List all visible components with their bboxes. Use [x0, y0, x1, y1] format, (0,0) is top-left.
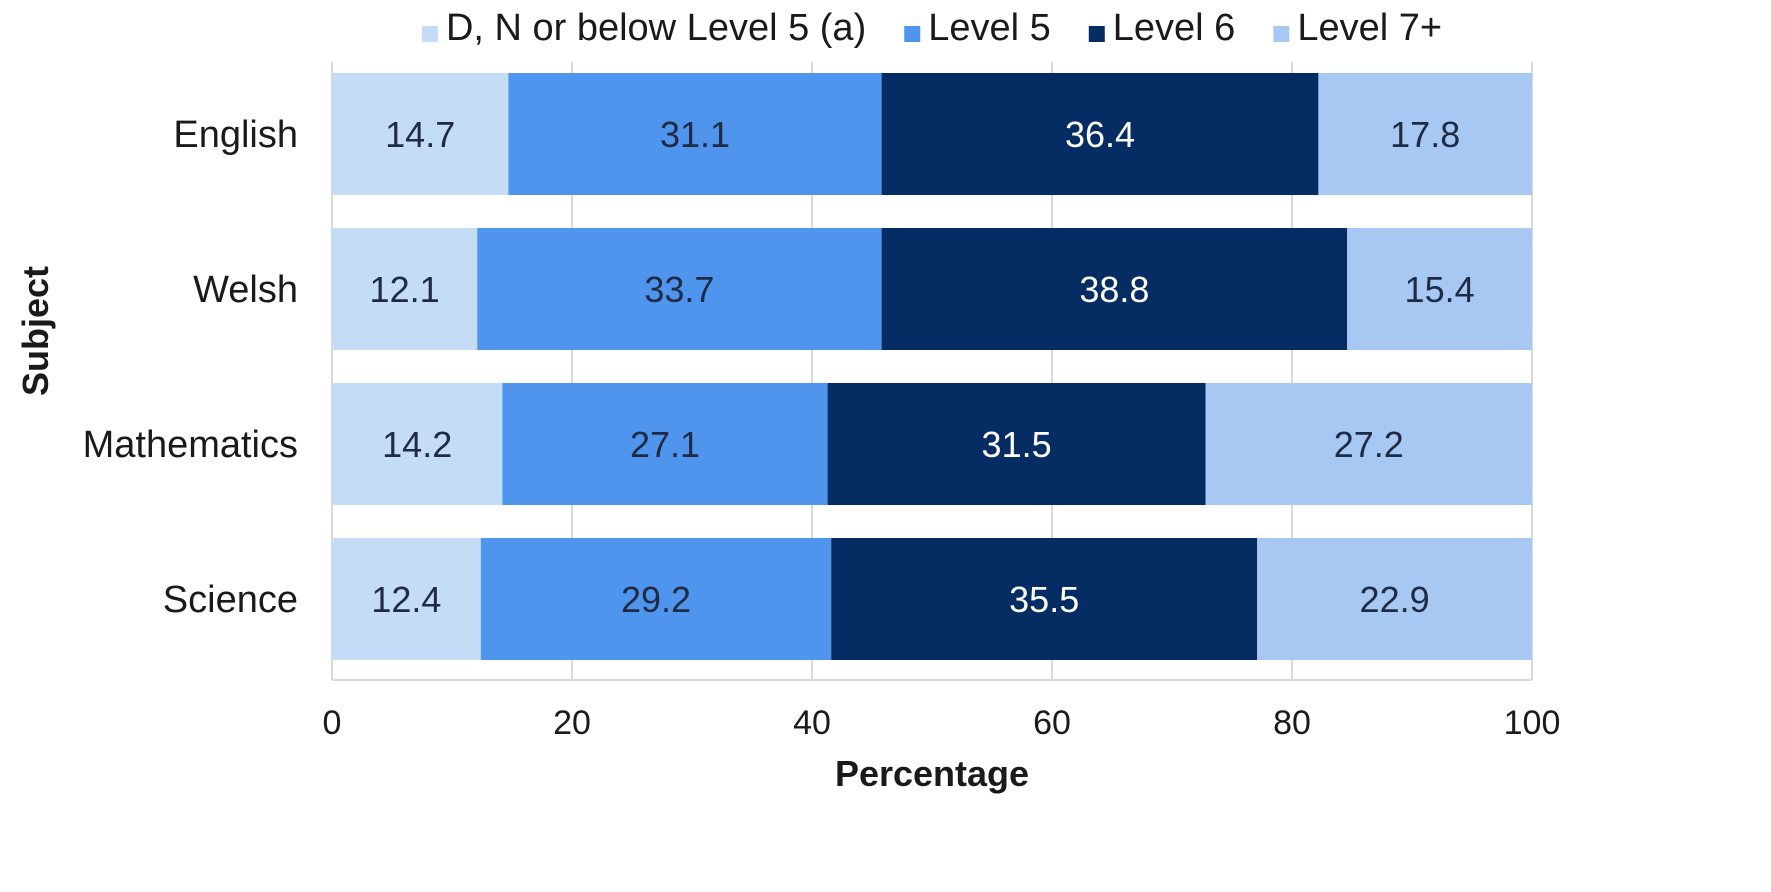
- x-tick-label-80: 80: [1273, 704, 1311, 742]
- data-label-mathematics-level-5: 27.1: [630, 424, 700, 465]
- x-tick-label-100: 100: [1504, 704, 1561, 742]
- bar-mathematics-level-7: [1205, 383, 1532, 505]
- bar-english-d-n-or-below-level-5-a: [332, 73, 509, 195]
- data-label-welsh-level-6: 38.8: [1079, 269, 1149, 310]
- bar-english-level-6: [881, 73, 1319, 195]
- category-label-english: English: [173, 114, 298, 156]
- bar-english-level-5: [508, 73, 882, 195]
- data-label-welsh-d-n-or-below-level-5-a: 12.1: [370, 269, 440, 310]
- legend-item-d-n-or-below-level-5-a: D, N or below Level 5 (a): [421, 7, 866, 49]
- bars-group: 14.7 31.1 36.4 17.8 12.1 33.7 38.8 15.4 14.2 27.1…: [332, 73, 1532, 660]
- category-label-science: Science: [163, 579, 298, 621]
- bar-welsh-level-7: [1347, 228, 1532, 350]
- bar-science-level-7: [1257, 538, 1532, 660]
- legend-item-level-5: Level 5: [904, 7, 1051, 49]
- x-axis-ticks: 0 20 40 60 80 100: [323, 704, 1561, 742]
- data-label-mathematics-level-6: 31.5: [982, 424, 1052, 465]
- legend-swatch-level-5: [904, 26, 921, 42]
- chart-legend: D, N or below Level 5 (a) Level 5 Level 6 L…: [421, 7, 1442, 49]
- bar-science-d-n-or-below-level-5-a: [332, 538, 481, 660]
- data-label-english-d-n-or-below-level-5-a: 14.7: [385, 114, 455, 155]
- bar-mathematics-level-6: [827, 383, 1206, 505]
- bar-english-level-7: [1318, 73, 1532, 195]
- legend-item-level-7: Level 7+: [1273, 7, 1442, 49]
- bar-mathematics-level-5: [502, 383, 828, 505]
- data-label-science-level-6: 35.5: [1009, 579, 1079, 620]
- data-label-science-level-5: 29.2: [621, 579, 691, 620]
- legend-label-d-n-or-below-level-5-a: D, N or below Level 5 (a): [446, 7, 866, 49]
- legend-label-level-7: Level 7+: [1297, 7, 1442, 49]
- category-label-welsh: Welsh: [193, 269, 298, 311]
- bar-welsh-d-n-or-below-level-5-a: [332, 228, 478, 350]
- x-tick-label-0: 0: [323, 704, 342, 742]
- bar-science-level-6: [831, 538, 1258, 660]
- data-label-science-d-n-or-below-level-5-a: 12.4: [371, 579, 441, 620]
- data-label-mathematics-level-7: 27.2: [1334, 424, 1404, 465]
- x-tick-label-60: 60: [1033, 704, 1071, 742]
- data-label-science-level-7: 22.9: [1360, 579, 1430, 620]
- data-label-english-level-6: 36.4: [1065, 114, 1135, 155]
- category-labels: English Welsh Mathematics Science: [83, 114, 298, 621]
- bar-welsh-level-5: [477, 228, 882, 350]
- x-tick-label-40: 40: [793, 704, 831, 742]
- data-label-welsh-level-5: 33.7: [644, 269, 714, 310]
- data-label-welsh-level-7: 15.4: [1405, 269, 1475, 310]
- bar-science-level-5: [480, 538, 832, 660]
- x-axis-title: Percentage: [835, 753, 1029, 794]
- bar-mathematics-d-n-or-below-level-5-a: [332, 383, 503, 505]
- legend-label-level-5: Level 5: [928, 7, 1051, 49]
- legend-swatch-level-6: [1088, 26, 1105, 42]
- legend-label-level-6: Level 6: [1113, 7, 1236, 49]
- data-label-english-level-5: 31.1: [660, 114, 730, 155]
- legend-swatch-d-n-or-below-level-5-a: [421, 26, 438, 42]
- bar-welsh-level-6: [881, 228, 1348, 350]
- y-axis-title: Subject: [15, 266, 56, 396]
- x-tick-label-20: 20: [553, 704, 591, 742]
- data-label-mathematics-d-n-or-below-level-5-a: 14.2: [382, 424, 452, 465]
- legend-swatch-level-7: [1273, 26, 1290, 42]
- legend-item-level-6: Level 6: [1088, 7, 1236, 49]
- category-label-mathematics: Mathematics: [83, 424, 298, 466]
- data-label-english-level-7: 17.8: [1390, 114, 1460, 155]
